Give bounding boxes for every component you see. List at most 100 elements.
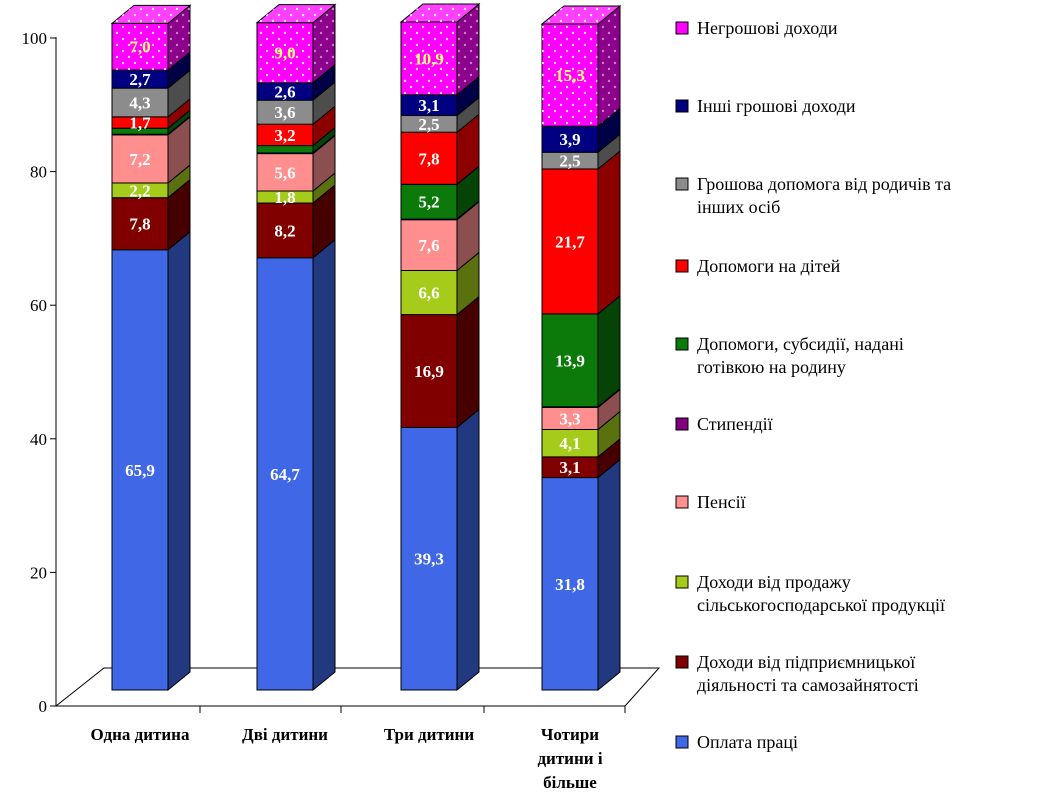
data-label: 6,6 bbox=[418, 284, 439, 303]
bar-segment-side-texture bbox=[313, 4, 335, 83]
bar-segment-front bbox=[541, 168, 599, 315]
legend-item: Пенсії bbox=[675, 492, 746, 512]
legend: Негрошові доходи Інші грошові доходи Грошо… bbox=[675, 18, 951, 752]
legend-swatch bbox=[675, 575, 689, 589]
data-label: 3,9 bbox=[559, 130, 580, 149]
data-label: 7,8 bbox=[129, 215, 150, 234]
bar-segment-front bbox=[400, 131, 458, 185]
legend-label: інших осіб bbox=[697, 197, 780, 217]
legend-label: Грошова допомога від родичів та bbox=[697, 174, 951, 194]
legend-label: Інші грошові доходи bbox=[697, 96, 856, 116]
bar-segment bbox=[111, 69, 191, 118]
bar-segment-front bbox=[541, 428, 599, 458]
bar-segment-front bbox=[256, 153, 314, 192]
bar-segment-front bbox=[111, 134, 169, 184]
data-label: 7,2 bbox=[129, 150, 150, 169]
data-label: 7,0 bbox=[129, 38, 150, 57]
data-label: 16,9 bbox=[414, 362, 444, 381]
bars: 65,9 7,8 2,2 7,2 1,7 4,3 2,7 7,0 64,7 8,2 1,8 5,6 3,… bbox=[110, 2, 622, 692]
data-label: 2,5 bbox=[559, 152, 580, 171]
bar-segment-side bbox=[597, 149, 621, 315]
data-label: 5,2 bbox=[418, 193, 439, 212]
legend-label: Доходи від продажу bbox=[697, 572, 851, 592]
legend-label: Стипендії bbox=[697, 414, 773, 434]
data-label: 4,1 bbox=[559, 434, 580, 453]
legend-item: Інші грошові доходи bbox=[675, 96, 856, 116]
bar-segment bbox=[400, 408, 480, 692]
legend-label: Оплата праці bbox=[697, 732, 798, 752]
bar-segment-texture bbox=[542, 24, 598, 127]
y-axis: 0 20 40 60 80 100 bbox=[22, 29, 626, 716]
bar-stack bbox=[110, 4, 192, 692]
data-label: 9,0 bbox=[274, 44, 295, 63]
data-label: 3,1 bbox=[559, 458, 580, 477]
bar-segment bbox=[111, 51, 191, 90]
bar-top-cap-texture bbox=[542, 6, 620, 25]
legend-swatch bbox=[675, 21, 689, 35]
bar-segment bbox=[111, 115, 191, 185]
legend-label: Доходи від підприємницької bbox=[697, 652, 915, 672]
data-label: 8,2 bbox=[274, 221, 295, 240]
bar-segment bbox=[111, 178, 191, 251]
y-tick-label: 60 bbox=[30, 296, 47, 315]
legend-label: Пенсії bbox=[697, 492, 746, 512]
x-category-label: Одна дитина bbox=[91, 725, 190, 744]
bar-segment bbox=[256, 238, 336, 692]
y-tick-label: 0 bbox=[39, 697, 48, 716]
bar-segment bbox=[111, 163, 191, 199]
legend-label: готівкою на родину bbox=[697, 357, 846, 377]
data-label: 10,9 bbox=[414, 49, 444, 68]
bar-segment-texture bbox=[401, 22, 457, 95]
bar-top-cap-texture bbox=[112, 5, 190, 24]
data-label: 2,5 bbox=[418, 115, 439, 134]
x-category-label: Дві дитини bbox=[242, 725, 328, 744]
x-category-label: Чотири bbox=[541, 725, 599, 744]
bar-segment-side bbox=[597, 458, 621, 692]
data-label: 1,8 bbox=[274, 188, 295, 207]
bar-segment bbox=[256, 105, 336, 147]
y-tick-label: 40 bbox=[30, 430, 47, 449]
data-label: 7,6 bbox=[418, 236, 439, 255]
bar-segment bbox=[541, 107, 621, 154]
legend-label: Допомоги на дітей bbox=[697, 256, 841, 276]
bar-segment-front bbox=[541, 313, 599, 408]
bar-segment bbox=[541, 4, 621, 128]
y-tick-label: 20 bbox=[30, 563, 47, 582]
legend-swatch bbox=[675, 259, 689, 273]
legend-item: Доходи від підприємницької діяльності та … bbox=[675, 652, 919, 695]
bar-segment-side bbox=[597, 294, 621, 408]
legend-item: Допомоги, субсидії, надані готівкою на ро… bbox=[675, 334, 904, 377]
bar-segment-side-texture bbox=[457, 4, 479, 95]
data-label: 2,7 bbox=[129, 70, 151, 89]
legend-swatch bbox=[675, 495, 689, 509]
bar-segment-texture bbox=[257, 22, 313, 83]
bar-segment-front bbox=[541, 477, 599, 691]
bar-segment bbox=[400, 113, 480, 186]
legend-item: Негрошові доходи bbox=[675, 18, 838, 38]
bar-segment bbox=[541, 458, 621, 692]
bar-segment bbox=[400, 2, 480, 96]
data-label: 39,3 bbox=[414, 550, 444, 569]
x-category-label: дитини і bbox=[537, 749, 602, 768]
bar-stack bbox=[399, 2, 481, 692]
data-label: 21,7 bbox=[555, 232, 585, 251]
legend-item: Оплата праці bbox=[675, 732, 798, 752]
data-label: 4,3 bbox=[129, 93, 150, 112]
legend-item: Грошова допомога від родичів та інших осі… bbox=[675, 174, 951, 217]
bar-segment bbox=[400, 96, 480, 134]
bar-segment bbox=[541, 149, 621, 315]
bar-segment bbox=[541, 388, 621, 431]
bar-segment-side bbox=[167, 230, 191, 692]
bar-segment-front bbox=[400, 426, 458, 691]
data-label: 3,1 bbox=[418, 96, 439, 115]
legend-label: діяльності та самозайнятості bbox=[697, 675, 919, 695]
bar-segment bbox=[256, 63, 336, 102]
legend-label: сільськогосподарської продукції bbox=[697, 595, 945, 615]
legend-swatch bbox=[675, 735, 689, 749]
bar-segment-side bbox=[312, 238, 336, 692]
plot-floor bbox=[54, 667, 661, 707]
bar-stack bbox=[255, 3, 337, 692]
bar-top-cap-texture bbox=[257, 4, 335, 23]
